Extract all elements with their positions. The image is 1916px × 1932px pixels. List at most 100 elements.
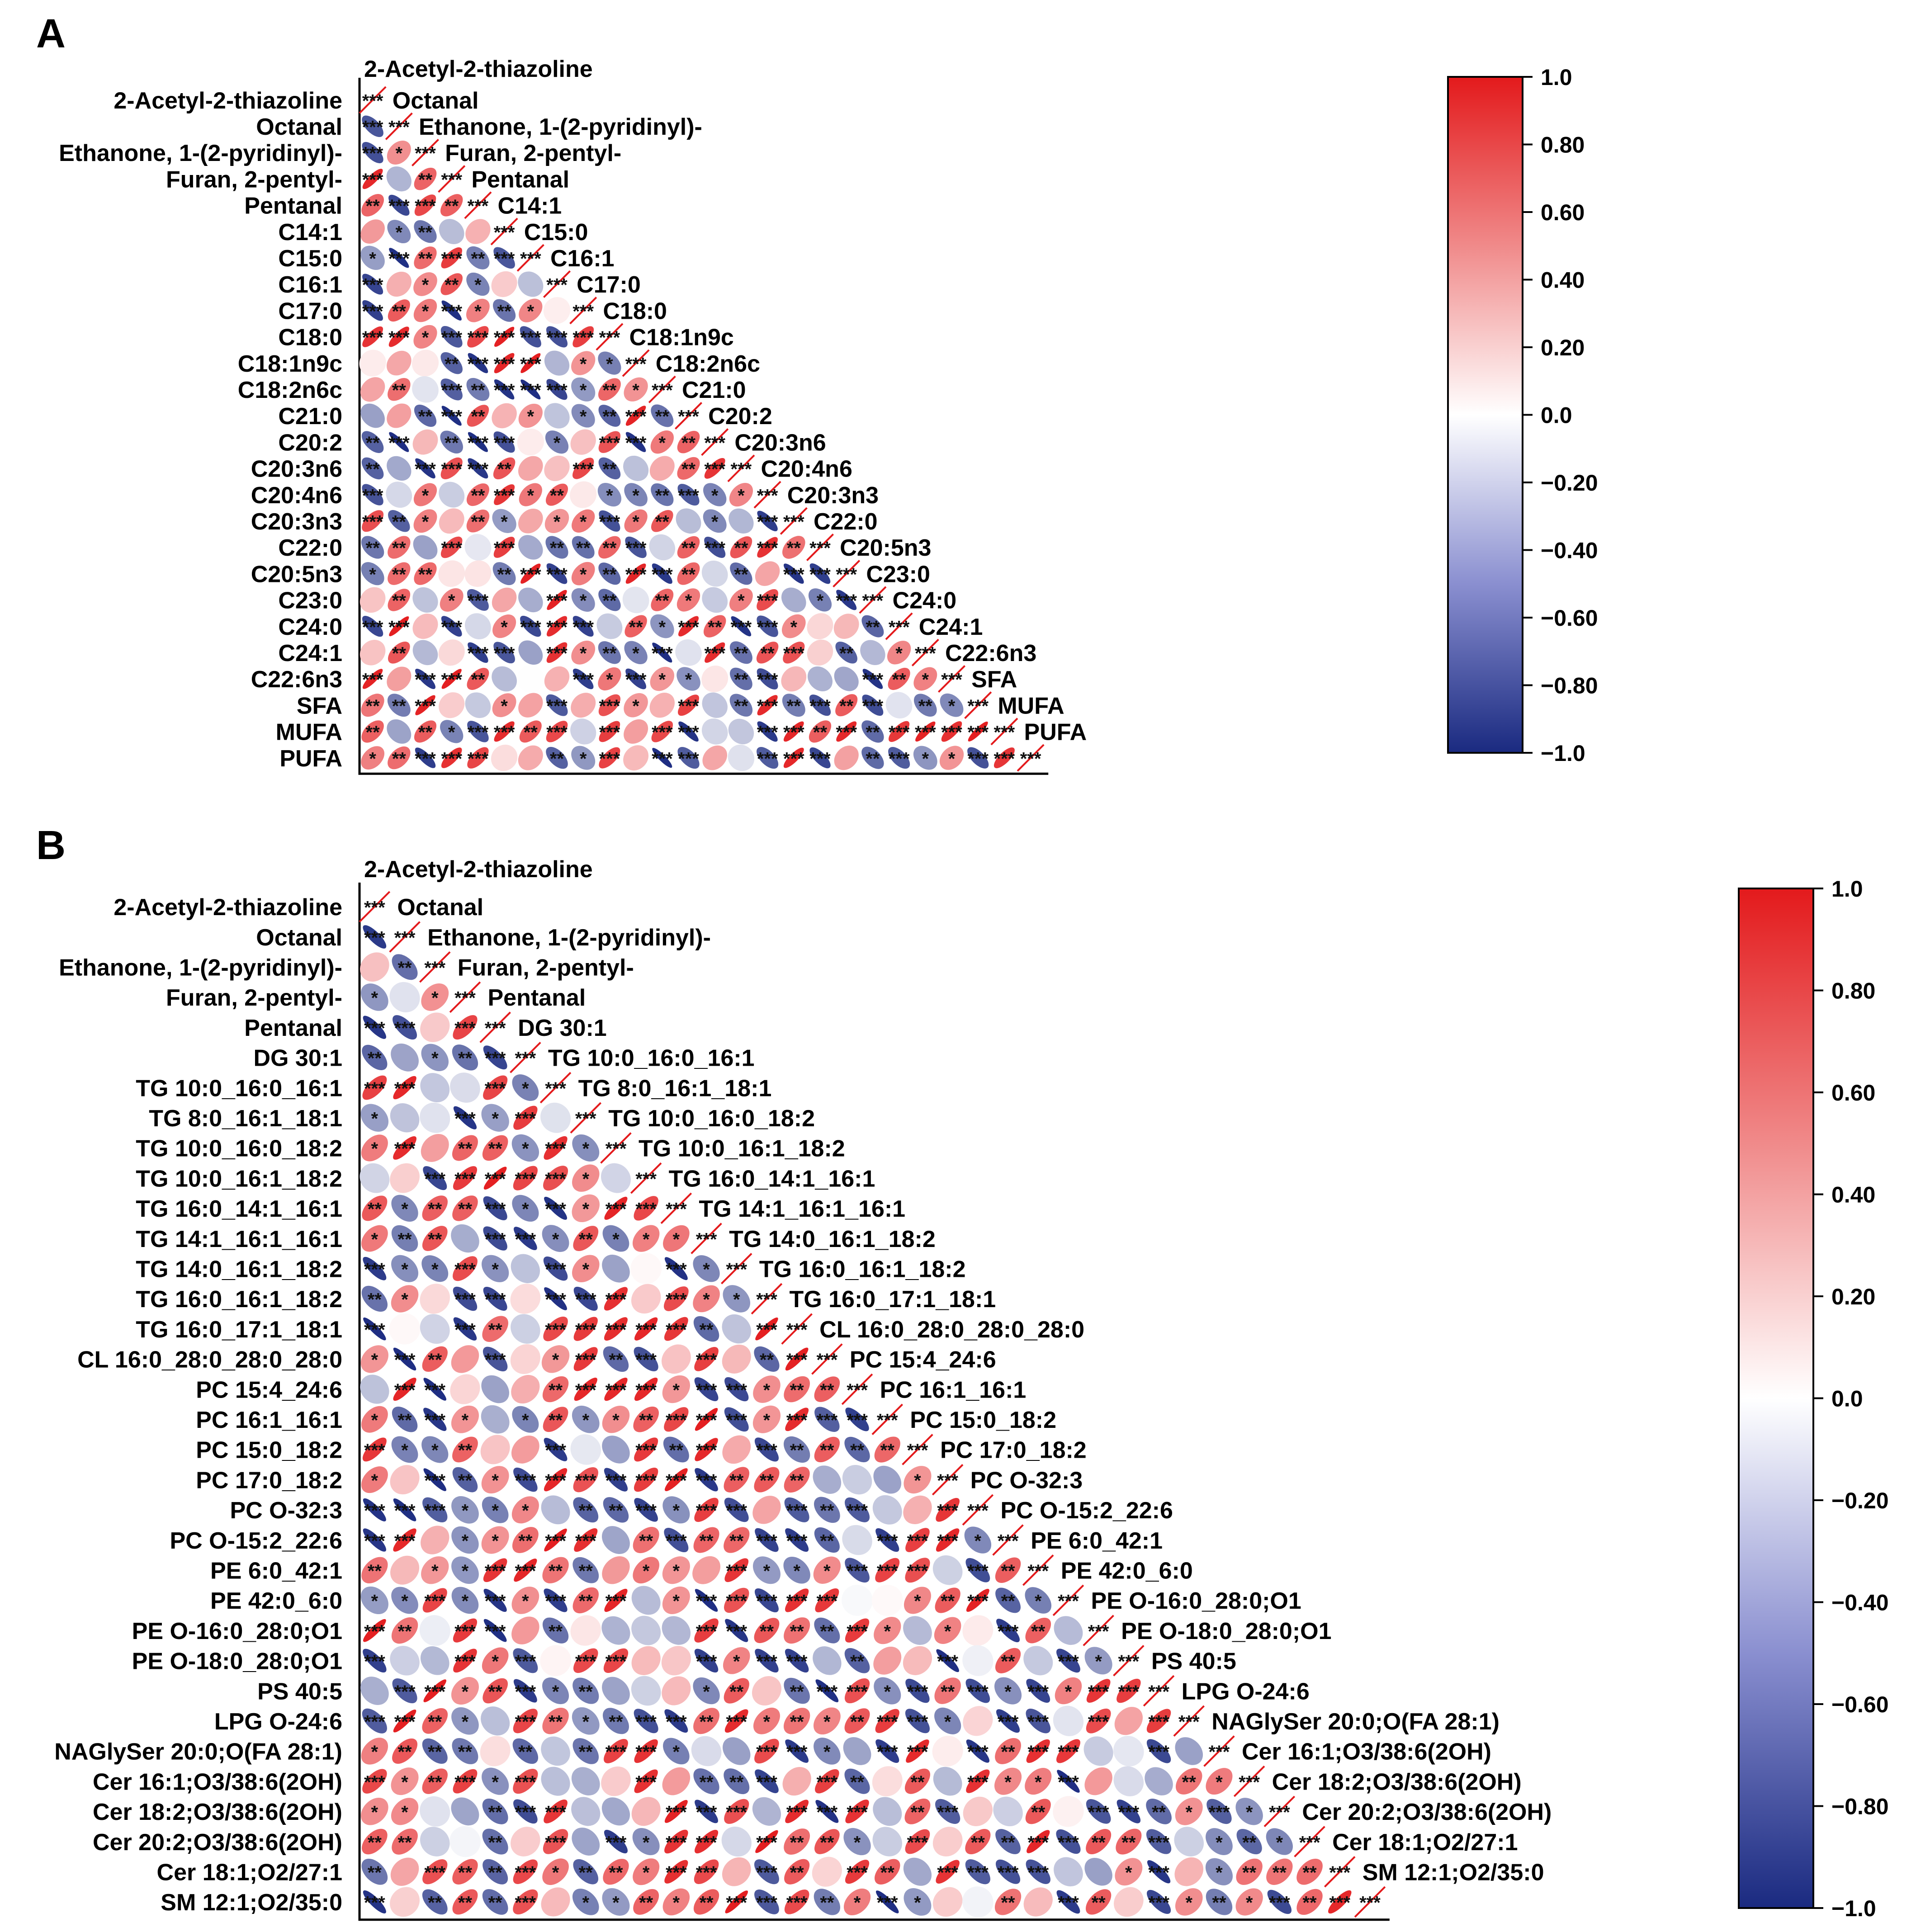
significance-stars: *: [1185, 1893, 1192, 1913]
significance-stars: ***: [635, 1320, 657, 1340]
correlation-ellipse: [361, 1858, 388, 1885]
correlation-ellipse: [941, 721, 962, 742]
correlation-ellipse: [693, 1255, 720, 1282]
correlation-ellipse: [573, 1497, 599, 1523]
significance-stars: ***: [786, 1501, 808, 1521]
significance-stars: ***: [494, 354, 515, 374]
significance-stars: ***: [967, 723, 989, 742]
correlation-ellipse: [598, 641, 621, 664]
diagonal-significance: ***: [1209, 1742, 1230, 1762]
correlation-ellipse: [625, 406, 646, 426]
correlation-ellipse: [492, 693, 516, 718]
correlation-ellipse: [414, 167, 437, 190]
diagonal-significance: ***: [388, 118, 410, 137]
diagonal-label: C20:5n3: [840, 535, 931, 561]
correlation-ellipse: [541, 1767, 570, 1796]
correlation-ellipse: [903, 1495, 932, 1525]
correlation-ellipse: [482, 1316, 508, 1342]
significance-stars: *: [703, 1260, 710, 1280]
significance-stars: ***: [696, 1441, 717, 1460]
significance-stars: *: [733, 1290, 740, 1310]
correlation-ellipse: [994, 1677, 1022, 1705]
correlation-ellipse: [361, 746, 385, 770]
diagonal-significance: ***: [783, 512, 804, 532]
correlation-ellipse: [631, 1284, 661, 1314]
significance-stars: ***: [494, 723, 515, 742]
diagonal-line: [419, 951, 451, 983]
diagonal-significance: ***: [809, 539, 831, 558]
correlation-ellipse: [494, 379, 515, 400]
diagonal-significance: ***: [1148, 1682, 1169, 1702]
significance-stars: ***: [816, 1803, 837, 1823]
correlation-ellipse: [466, 246, 490, 269]
correlation-ellipse: [598, 694, 621, 716]
significance-stars: *: [659, 670, 666, 690]
correlation-ellipse: [388, 641, 410, 664]
correlation-ellipse: [835, 694, 858, 717]
significance-stars: *: [462, 1592, 469, 1611]
diagonal-line: [479, 1011, 511, 1043]
correlation-ellipse: [905, 1709, 930, 1734]
correlation-ellipse: [652, 748, 672, 768]
significance-stars: **: [392, 591, 407, 611]
significance-stars: ***: [394, 1350, 416, 1370]
correlation-ellipse: [542, 1225, 569, 1252]
row-label: TG 16:0_16:1_18:2: [136, 1286, 342, 1313]
correlation-ellipse: [519, 298, 543, 322]
significance-stars: *: [643, 1561, 650, 1581]
significance-stars: *: [817, 591, 824, 611]
significance-stars: ***: [394, 1682, 416, 1702]
significance-stars: ***: [394, 1501, 416, 1521]
correlation-ellipse: [785, 1800, 809, 1823]
correlation-ellipse: [466, 298, 490, 322]
significance-stars: *: [431, 988, 439, 1008]
correlation-ellipse: [412, 376, 439, 403]
correlation-ellipse: [572, 1405, 600, 1433]
correlation-ellipse: [482, 1767, 509, 1795]
correlation-ellipse: [932, 1735, 963, 1767]
diagonal-line: [780, 507, 808, 535]
significance-stars: ***: [635, 1441, 657, 1460]
significance-stars: *: [401, 1592, 408, 1611]
correlation-ellipse: [544, 1468, 568, 1492]
diagonal-label: Furan, 2-pentyl-: [458, 954, 634, 981]
correlation-ellipse: [814, 1497, 840, 1523]
significance-stars: ***: [994, 749, 1015, 769]
correlation-ellipse: [677, 536, 700, 559]
correlation-ellipse: [386, 166, 412, 192]
correlation-ellipse: [632, 1225, 660, 1252]
significance-stars: *: [582, 1260, 589, 1280]
correlation-ellipse: [482, 1647, 509, 1674]
correlation-ellipse: [599, 510, 620, 532]
correlation-ellipse: [904, 1768, 930, 1794]
correlation-ellipse: [412, 429, 438, 455]
significance-stars: ***: [468, 723, 489, 742]
correlation-ellipse: [932, 1555, 963, 1585]
significance-stars: *: [371, 1410, 378, 1430]
correlation-ellipse: [386, 482, 412, 508]
correlation-ellipse: [360, 1104, 389, 1132]
significance-stars: ***: [441, 670, 462, 690]
significance-stars: **: [609, 1501, 623, 1521]
significance-stars: ***: [786, 1410, 808, 1430]
correlation-ellipse: [391, 1436, 418, 1463]
significance-stars: **: [1121, 1833, 1136, 1852]
correlation-ellipse: [754, 1437, 779, 1462]
row-label: C21:0: [278, 403, 342, 430]
significance-stars: *: [371, 1350, 378, 1370]
significance-stars: ***: [757, 539, 778, 558]
correlation-ellipse: [597, 482, 622, 507]
significance-stars: ***: [454, 1018, 476, 1038]
correlation-ellipse: [1174, 1857, 1204, 1886]
significance-stars: ***: [599, 433, 620, 453]
correlation-ellipse: [995, 1738, 1021, 1764]
significance-stars: *: [1276, 1833, 1283, 1852]
correlation-ellipse: [624, 615, 647, 638]
diagonal-significance: ***: [468, 196, 489, 216]
significance-stars: ***: [1027, 1833, 1049, 1852]
correlation-ellipse: [784, 1497, 809, 1522]
diagonal-label: C24:1: [919, 614, 983, 640]
correlation-ellipse: [1146, 1829, 1172, 1854]
correlation-ellipse: [1296, 1889, 1323, 1915]
correlation-ellipse: [962, 1615, 993, 1646]
